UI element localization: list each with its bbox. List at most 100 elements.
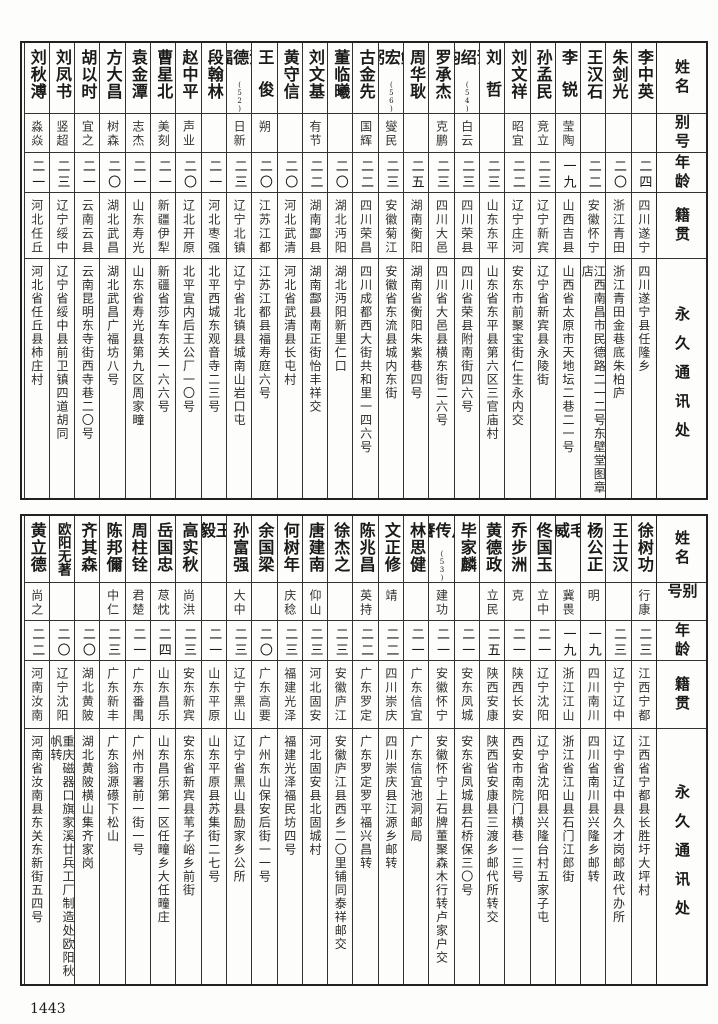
address-cell: 辽宁省沈阳县兴隆台村五家子屯 [531,729,555,984]
table-row: 王汉石 二二 安徽怀宁 江西南昌市民德路二一二号东壁堂图章店 [580,43,606,498]
alias-text: 有节 [307,120,322,148]
alias-cell: 建功 [429,583,454,621]
name-text: 王毅 [201,522,226,554]
name-text: 周华耿 [407,49,427,100]
alias-text: 日新 [232,120,247,148]
age-cell: 二一 [505,621,530,661]
address-cell: 四川省大邑县横东街二六号 [429,259,453,498]
table-row: 余国梁 二〇 广东高要 广州东山保安后街一一号 [251,516,277,984]
native-cell: 辽宁沈阳 [530,661,555,729]
name-cell: 岳国忠 [151,516,176,583]
table-row: 袁金潭 志杰 二一 山东寿光 山东省寿光县第九区周家疃 [124,43,151,498]
header-address-label: 永久通讯处 [673,784,691,929]
alias-cell: 尚洪 [176,583,201,621]
alias-cell: 明 [581,583,606,621]
name-text: 陈邦儞 [103,522,123,573]
name-text: 佟国玉 [533,522,553,573]
alias-text: 美刻 [156,120,171,148]
native-text: 辽宁沈阳 [535,667,550,723]
header-address-label: 永久通讯处 [673,306,691,451]
footnote-marker: (56) [387,81,396,113]
age-cell: 二〇 [176,153,201,193]
alias-cell: 仰山 [302,583,328,621]
address-cell: 重庆磁器口旗家溪廿兵工厂制造处欧阳秋帆转 [50,729,74,984]
alias-cell: 竖超 [49,114,75,153]
name-text: 汪德福 [227,49,251,66]
name-text: 卢传謇 [429,522,453,539]
age-cell: 二一 [151,153,176,193]
age-text: 二一 [155,159,171,191]
table-row: 乔步洲克二一 陕西长安 西安市南院门横巷一三号 [504,516,530,984]
alias-cell: 有节 [302,114,328,153]
age-text: 二三 [105,627,121,659]
address-text: 辽宁省辽中县久才岗邮政代办所 [611,735,626,924]
alias-cell [75,583,100,621]
name-text: 刘哲 [483,49,503,113]
native-cell: 山东昌乐 [151,661,176,729]
native-cell: 辽宁绥中 [49,193,75,259]
table-row: 王士汉 二三 辽宁辽中 辽宁省辽中县久才岗邮政代办所 [605,516,631,984]
age-cell: 二三 [302,621,328,661]
name-cell: 何树年 [277,516,302,583]
native-cell: 安徽庐江 [328,661,353,729]
name-text: 毛威 [555,522,581,554]
address-text: 江西省宁都县长胜圩大坪村 [636,735,651,897]
name-text: 李锐 [558,49,578,113]
address-cell: 山东昌乐第一区任疃乡大任疃庄 [151,729,175,984]
header-alias-label: 别号 [673,114,691,152]
address-cell: 江西省宁都县长胜圩大坪村 [632,729,656,984]
native-cell: 安徽菊江 [378,193,404,259]
alias-text: 明 [586,589,601,603]
address-text: 河北固安县北固城村 [307,735,322,857]
address-cell: 广东罗定罗平福兴昌转 [353,729,377,984]
address-text: 山东平原县苏集街二七号 [206,735,221,884]
address-cell: 福建光泽福民坊四号 [278,729,302,984]
alias-text: 中仁 [105,589,120,617]
native-text: 河南汝南 [29,667,44,723]
age-text: 二一 [79,159,95,191]
name-cell: 黄守信 [277,43,302,114]
native-cell: 河北枣强 [201,193,226,259]
native-text: 山东东平 [485,199,500,255]
name-cell: 赵中平 [176,43,201,114]
address-cell: 湖北武昌广福坊八号 [100,259,124,498]
age-text: 二三 [282,627,298,659]
address-cell: 四川遂宁县任隆乡 [632,259,656,498]
native-text: 山东昌乐 [156,667,171,723]
name-text: 刘文祥 [508,49,528,100]
native-text: 山西吉县 [560,199,575,255]
table-row: 刘秋溥 淼焱 二一 河北任丘 河北省任丘县柿庄村 [23,43,49,498]
name-cell: 唐建南 [302,516,328,583]
name-text: 周柱铨 [128,522,148,573]
header-age: 年龄 [657,621,706,661]
age-text: 二三 [459,159,475,191]
address-text: 安徽庐江县西乡二〇里铺同泰祥邮交 [333,735,348,951]
name-cell: 王毅 [201,516,226,583]
alias-cell: 立民 [479,583,505,621]
alias-cell: 树森 [100,114,125,153]
native-cell: 辽宁黑山 [226,661,252,729]
address-text: 新疆省莎车东关一六六号 [156,265,171,414]
age-cell: 二二 [353,621,378,661]
age-text: 二一 [459,627,475,659]
native-text: 四川崇庆 [383,667,398,723]
name-text: 孙富强 [230,522,250,573]
native-text: 新疆伊犁 [156,199,171,255]
native-text: 浙江江山 [560,667,575,723]
name-cell: 周柱铨 [125,516,151,583]
address-text: 辽宁省新宾县永陵街 [535,265,550,387]
age-text: 二三 [231,159,247,191]
table-row: 齐其森 二〇 湖北黄陂 湖北黄陂横山集齐家岗 [74,516,100,984]
age-text: 二三 [611,627,627,659]
native-text: 福建光泽 [282,667,297,723]
name-cell: 毕家麟 [454,516,479,583]
native-cell: 河北武清 [277,193,302,259]
alias-cell: 莹陶 [555,114,581,153]
name-cell: 徐杰之 [328,516,353,583]
native-cell: 山东平原 [201,661,226,729]
age-text: 二二 [358,627,374,659]
alias-text: 尚之 [29,589,44,617]
alias-cell [201,583,226,621]
table-row: 刘凤书 竖超 二三 辽宁绥中 辽宁省绥中县前卫镇四道胡同 [48,43,75,498]
alias-text: 朔 [257,120,272,134]
